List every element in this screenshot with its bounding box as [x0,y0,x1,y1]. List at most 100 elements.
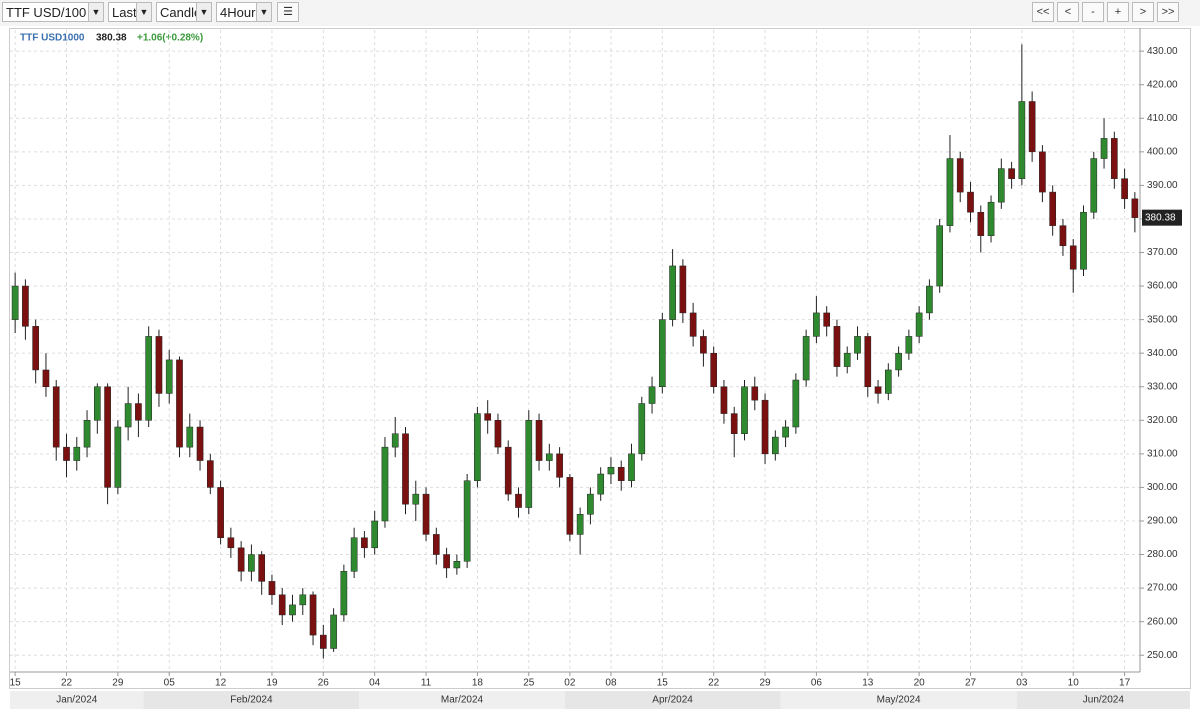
nav-button[interactable]: - [1082,2,1104,22]
candle-body [967,191,974,213]
nav-button[interactable]: + [1107,2,1129,22]
candle-body [823,312,831,327]
candle-body [340,571,348,616]
y-tick-label: 420.00 [1147,79,1178,90]
candle-body [915,312,923,337]
candle-body [124,403,132,428]
candle-body [52,386,60,448]
period-band [359,691,565,709]
candle-body [268,581,276,596]
candle-body [854,336,861,354]
period-band [143,691,360,709]
candle-body [11,285,19,320]
y-tick-label: 270.00 [1147,583,1178,594]
nav-button[interactable]: >> [1157,2,1179,22]
chart-frame [9,28,1191,689]
candle-body [381,446,389,522]
x-tick-label: 13 [862,678,874,689]
candle-body [936,225,944,287]
x-tick-label: 17 [1119,678,1131,689]
y-tick-label: 320.00 [1147,415,1178,426]
y-tick-label: 280.00 [1147,549,1178,560]
plot-area [10,30,1140,672]
candle-body [946,158,954,226]
period-band [780,691,1017,709]
period-label: Jan/2024 [56,695,98,706]
settings-button[interactable]: ☰ [277,2,299,22]
x-tick-label: 25 [523,678,535,689]
x-tick-label: 15 [657,678,669,689]
x-tick-label: 20 [914,678,926,689]
candle-body [782,426,789,438]
style-select[interactable]: Candle ▼ [156,2,212,22]
symbol-select[interactable]: TTF USD/100 ▼ [2,2,104,22]
candle-body [1039,151,1046,193]
candle-body [669,265,676,320]
candle-body [987,201,995,236]
candle-body [771,436,779,455]
candle-body [617,467,625,481]
candle-body [432,534,440,555]
candle-body [1059,225,1067,247]
select-text: Candle [160,5,202,20]
candle-body [977,211,985,236]
period-label: Jun/2024 [1083,695,1125,706]
candle-body [350,537,358,572]
y-tick-label: 400.00 [1147,146,1178,157]
candle-body [206,460,214,488]
x-tick-label: 19 [266,678,278,689]
period-band [564,691,781,709]
candle-body [587,493,594,515]
x-tick-label: 12 [215,678,227,689]
candle-body [515,493,522,508]
candle-body [1049,191,1057,226]
candle-body [1090,158,1098,213]
nav-button[interactable]: > [1132,2,1154,22]
candle-body [679,265,687,314]
period-label: Apr/2024 [652,695,693,706]
y-tick-label: 360.00 [1147,281,1178,292]
y-tick-label: 370.00 [1147,247,1178,258]
period-band [10,691,144,709]
candle-body [361,537,368,549]
toolbar: TTF USD/100 ▼ Last ▼ Candle ▼ 4Hour ▼ ☰ << <… [0,0,1200,26]
x-tick-label: 15 [10,678,22,689]
candle-body [597,473,605,495]
candle-body [730,413,738,434]
candle-body [248,554,255,572]
candle-body [1028,101,1036,153]
candle-body [710,352,718,387]
candle-body [484,413,492,421]
candle-body [576,514,584,535]
nav-button[interactable]: << [1032,2,1054,22]
price-select[interactable]: Last ▼ [108,2,152,22]
y-tick-label: 250.00 [1147,650,1178,661]
candle-body [997,168,1005,203]
candle-body [638,403,646,455]
candle-body [700,336,707,354]
candle-body [104,386,111,488]
x-tick-label: 03 [1016,678,1028,689]
candle-body [42,369,50,387]
candle-body [402,433,409,505]
x-tick-label: 29 [759,678,771,689]
candle-body [93,386,101,421]
interval-select[interactable]: 4Hour ▼ [216,2,272,22]
y-tick-label: 290.00 [1147,516,1178,527]
x-tick-label: 22 [61,678,73,689]
x-tick-label: 22 [708,678,720,689]
candle-body [720,386,728,414]
candle-body [463,480,471,562]
candle-body [22,285,29,327]
period-label: Feb/2024 [230,695,273,706]
nav-button[interactable]: < [1057,2,1079,22]
candle-body [1069,245,1077,270]
y-tick-label: 390.00 [1147,180,1178,191]
y-tick-label: 410.00 [1147,113,1178,124]
candle-body [165,359,173,394]
candle-body [956,158,964,193]
candle-body [525,420,533,508]
last-price-tag-label: 380.38 [1145,212,1176,223]
candle-body [443,554,450,569]
